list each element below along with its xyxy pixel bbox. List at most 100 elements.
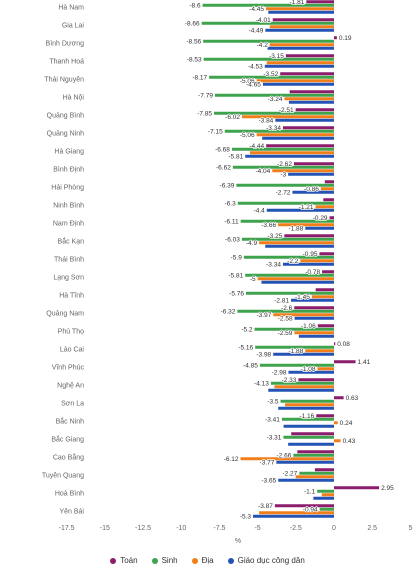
legend-label-dia: Địa xyxy=(201,556,214,565)
bar-dia-binh-duong xyxy=(269,43,334,47)
data-label-sinh-vinh-phuc: -4.85 xyxy=(243,363,258,370)
bar-giao-duc-cong-dan-lang-son xyxy=(261,280,334,284)
bar-dia-bac-giang xyxy=(334,439,341,443)
data-label-toan-quang-nam: -2.6 xyxy=(281,305,293,312)
bar-sinh-nghe-an xyxy=(270,381,334,385)
category-label-binh-duong: Bình Dương xyxy=(46,41,85,48)
bar-giao-duc-cong-dan-ha-giang xyxy=(245,154,334,158)
data-label-sinh-quang-nam: -6.32 xyxy=(221,309,236,316)
data-label-sinh-ha-giang: -6.68 xyxy=(215,147,230,154)
data-label-dia-ha-tinh: -1.45 xyxy=(295,294,310,301)
data-label-toan-lang-son: -0.78 xyxy=(305,269,320,276)
bar-giao-duc-cong-dan-hoa-binh xyxy=(313,496,334,500)
data-label-giao-duc-cong-dan-lao-cai: -3.98 xyxy=(256,352,271,359)
category-axis-labels: Hà Nam Gia Lai Bình Dương Thanh Hoá Thái Ngu… xyxy=(42,5,85,516)
tick-label: 2.5 xyxy=(367,525,377,532)
data-label-dia-cao-bang: -6.12 xyxy=(224,456,239,463)
data-label-giao-duc-cong-dan-nam-dinh: -1.88 xyxy=(288,226,303,233)
category-label-cao-bang: Cao Bằng xyxy=(53,453,84,462)
bar-dia-quang-nam xyxy=(273,313,334,317)
bar-dia-thai-binh xyxy=(300,259,334,263)
bar-sinh-hai-phong xyxy=(236,183,334,187)
category-label-bac-ninh: Bắc Ninh xyxy=(56,417,85,426)
category-label-thai-binh: Thái Bình xyxy=(54,257,84,264)
data-label-sinh-lang-son: -5.81 xyxy=(228,273,243,280)
category-label-bac-giang: Bắc Giang xyxy=(51,435,84,444)
bar-sinh-son-la xyxy=(280,399,334,403)
bar-dia-quang-binh xyxy=(242,115,334,119)
legend-item-sinh[interactable]: Sinh xyxy=(151,556,178,565)
data-label-toan-thai-nguyen: -3.52 xyxy=(263,71,278,78)
data-label-toan-bac-ninh: -1.16 xyxy=(299,413,314,420)
bar-dia-nam-dinh xyxy=(278,223,334,227)
bar-giao-duc-cong-dan-quang-binh xyxy=(275,118,334,122)
data-label-dia-thai-binh: -2.2 xyxy=(287,258,299,265)
bar-sinh-binh-duong xyxy=(203,39,334,43)
bar-toan-son-la xyxy=(334,396,344,400)
category-label-thai-nguyen: Thái Nguyên xyxy=(44,77,84,84)
data-label-toan-thanh-hoa: -3.15 xyxy=(269,53,284,60)
bar-sinh-quang-nam xyxy=(237,309,334,313)
bar-dia-binh-dinh xyxy=(272,169,334,173)
data-label-giao-duc-cong-dan-thai-binh: -3.34 xyxy=(266,262,281,269)
legend-item-toan[interactable]: Toán xyxy=(110,556,138,565)
bar-giao-duc-cong-dan-thanh-hoa xyxy=(264,64,334,68)
tick-label: -5 xyxy=(254,525,260,532)
legend-item-dia[interactable]: Địa xyxy=(191,556,214,565)
bar-giao-duc-cong-dan-bac-giang xyxy=(288,442,334,446)
category-label-yen-bai: Yên Bái xyxy=(59,509,84,516)
data-label-giao-duc-cong-dan-ninh-binh: -4.4 xyxy=(254,208,266,215)
category-label-lao-cai: Lào Cai xyxy=(60,347,85,354)
category-label-ha-giang: Hà Giang xyxy=(54,149,84,156)
data-label-sinh-gia-lai: -8.66 xyxy=(185,21,200,28)
data-label-sinh-ha-noi: -7.79 xyxy=(198,93,213,100)
bar-dia-ninh-binh xyxy=(315,205,334,209)
category-label-hai-phong: Hải Phòng xyxy=(51,185,84,192)
data-labels: -1.81 -8.6 -4.45 -4.01 -8.66 -4.49 0.19 -8.56 -4… xyxy=(184,0,395,521)
bar-giao-duc-cong-dan-quang-nam xyxy=(294,316,334,320)
bar-sinh-phu-tho xyxy=(254,327,334,331)
data-label-giao-duc-cong-dan-cao-bang: -3.77 xyxy=(260,460,275,467)
data-label-dia-quang-nam: -3.97 xyxy=(257,312,272,319)
data-label-dia-ha-noi: -3.24 xyxy=(268,96,283,103)
data-label-sinh-cao-bang: -2.66 xyxy=(277,453,292,460)
bar-giao-duc-cong-dan-hai-phong xyxy=(292,190,334,194)
data-label-toan-phu-tho: -1.06 xyxy=(301,323,316,330)
bar-giao-duc-cong-dan-ha-nam xyxy=(268,10,334,14)
category-label-binh-dinh: Bình Định xyxy=(53,167,84,174)
bar-toan-binh-duong xyxy=(334,36,337,40)
data-label-toan-binh-dinh: -2.62 xyxy=(277,161,292,168)
bar-sinh-ha-giang xyxy=(231,147,334,151)
data-label-giao-duc-cong-dan-vinh-phuc: -2.98 xyxy=(272,370,287,377)
bar-toan-lao-cai xyxy=(334,342,336,346)
bar-giao-duc-cong-dan-bac-kan xyxy=(265,244,334,248)
bar-giao-duc-cong-dan-ninh-binh xyxy=(266,208,334,212)
data-label-toan-thai-binh: -0.95 xyxy=(303,251,318,258)
legend-label-sinh: Sinh xyxy=(161,556,178,565)
bar-toan-quang-nam xyxy=(294,306,334,310)
value-axis-tick-labels: -17.5 -15 -12.5 -10 -7.5 -5 -2.5 0 2.5 5 xyxy=(59,525,413,532)
data-label-sinh-yen-bai: -0.94 xyxy=(303,507,318,514)
bar-sinh-hoa-binh xyxy=(317,489,334,493)
bar-sinh-thai-binh xyxy=(243,255,334,259)
legend-item-giao-duc-cong-dan[interactable]: Giáo dục công dân xyxy=(227,556,305,565)
category-label-quang-binh: Quảng Bình xyxy=(47,113,84,120)
category-label-ha-noi: Hà Nội xyxy=(63,95,85,102)
legend-label-toan: Toán xyxy=(120,556,138,565)
bar-dia-hoa-binh xyxy=(321,493,334,497)
bar-dia-phu-tho xyxy=(294,331,334,335)
bar-giao-duc-cong-dan-son-la xyxy=(278,406,334,410)
legend-label-giao-duc-cong-dan: Giáo dục công dân xyxy=(237,556,305,565)
bar-toan-hoa-binh xyxy=(334,486,380,490)
data-label-sinh-son-la: -3.5 xyxy=(267,399,279,406)
data-label-dia-bac-kan: -4.9 xyxy=(246,240,258,247)
data-label-toan-nam-dinh: -0.29 xyxy=(313,215,328,222)
data-label-toan-quang-binh: -2.51 xyxy=(279,107,294,114)
bar-sinh-gia-lai xyxy=(201,21,334,25)
bar-dia-cao-bang xyxy=(240,457,334,461)
data-label-dia-nam-dinh: -3.66 xyxy=(261,222,276,229)
bar-dia-ha-nam xyxy=(266,7,334,11)
category-label-son-la: Sơn La xyxy=(61,401,84,408)
tick-label: -10 xyxy=(176,525,186,532)
bar-dia-thanh-hoa xyxy=(266,61,334,65)
